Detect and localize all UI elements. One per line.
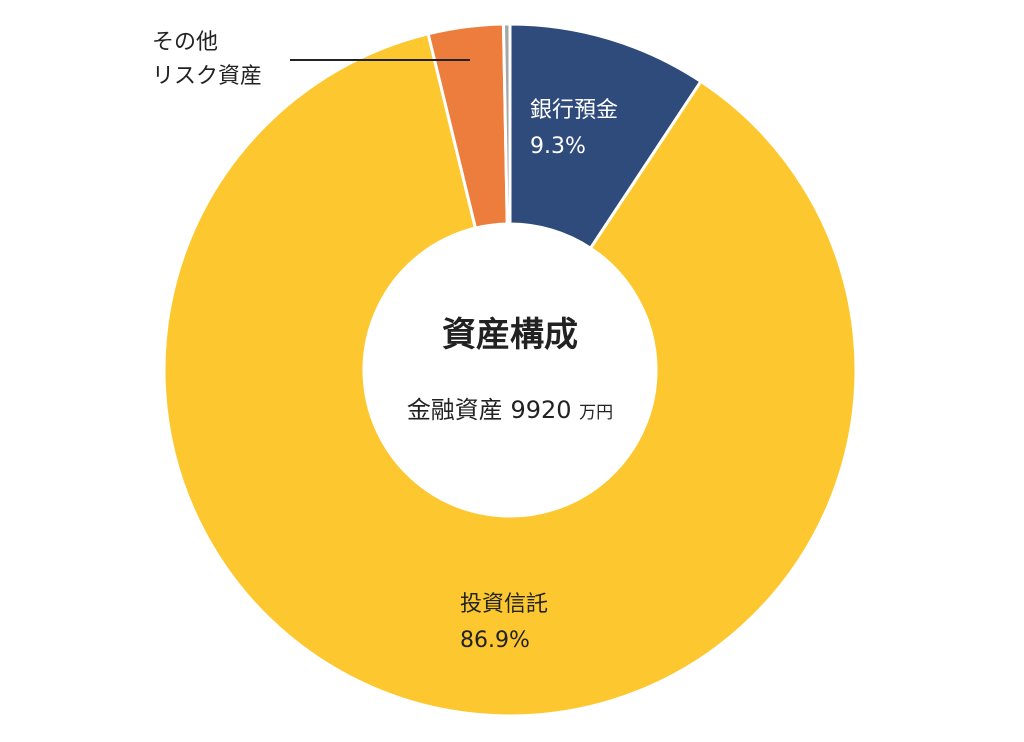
donut-segment — [501, 22, 512, 226]
category-label: 投資信託 — [460, 592, 549, 617]
value-label: 86.9% — [460, 628, 530, 653]
category-label: その他 リスク資産 — [152, 30, 263, 89]
donut-segment — [162, 31, 858, 718]
category-label: 銀行預金 — [530, 98, 619, 123]
value-label: 9.3% — [530, 134, 586, 159]
total-unit: 万円 — [579, 403, 614, 423]
center-label: 金融資産 — [406, 396, 503, 424]
total: 9920 — [510, 396, 572, 424]
center-title: 資産構成 — [442, 315, 578, 355]
donut-segment — [508, 22, 703, 251]
center-subtitle: 金融資産 9920 万円 — [330, 390, 690, 425]
